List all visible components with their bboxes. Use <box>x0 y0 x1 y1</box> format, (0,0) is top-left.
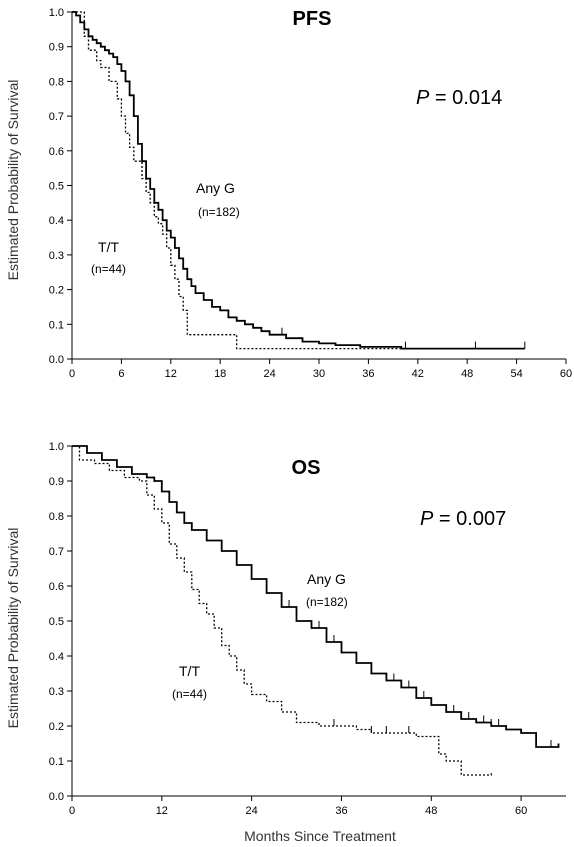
pfs-any-g-n: (n=182) <box>198 205 240 219</box>
os-curves <box>72 445 560 776</box>
pfs-x-tick-label: 54 <box>510 368 522 380</box>
pfs-x-tick-label: 36 <box>362 368 374 380</box>
os-tt-n: (n=44) <box>172 687 207 701</box>
os-x-axis-label: Months Since Treatment <box>244 828 396 844</box>
os-x-tick-label: 60 <box>515 805 527 817</box>
os-title: OS <box>292 457 321 479</box>
os-any-g-n: (n=182) <box>306 595 348 609</box>
pfs-any-g-label: Any G <box>196 180 235 196</box>
os-y-tick-label: 0.1 <box>49 756 64 768</box>
os-p-value: P = 0.007 <box>420 508 506 530</box>
os-x-tick-label: 0 <box>69 805 75 817</box>
os-tt-label: T/T <box>179 663 200 679</box>
pfs-y-tick-label: 0.5 <box>49 181 64 193</box>
os-y-tick-label: 0.0 <box>49 791 64 803</box>
pfs-curves <box>72 11 526 350</box>
pfs-x-tick-label: 60 <box>560 368 572 380</box>
os-y-tick-label: 0.2 <box>49 721 64 733</box>
pfs-y-tick-label: 0.0 <box>49 354 64 366</box>
pfs-y-tick-label: 0.9 <box>49 42 64 54</box>
os-y-axis-label: Estimated Probability of Survival <box>5 528 21 729</box>
os-y-tick-label: 1.0 <box>49 441 64 453</box>
pfs-y-ticks: 0.0 0.1 0.2 0.3 0.4 0.5 0.6 0.7 0.8 0.9 1.0 <box>49 7 72 366</box>
pfs-y-tick-label: 0.4 <box>49 215 64 227</box>
pfs-x-tick-label: 12 <box>165 368 177 380</box>
pfs-x-tick-label: 0 <box>69 368 75 380</box>
os-y-tick-label: 0.5 <box>49 616 64 628</box>
os-y-tick-label: 0.4 <box>49 651 64 663</box>
pfs-x-tick-label: 18 <box>214 368 226 380</box>
os-p-value-number: 0.007 <box>456 508 506 530</box>
os-panel: OS P = 0.007 Estimated Probability of Su… <box>5 441 566 844</box>
os-y-tick-label: 0.3 <box>49 686 64 698</box>
pfs-y-tick-label: 1.0 <box>49 7 64 19</box>
pfs-x-tick-label: 6 <box>118 368 124 380</box>
pfs-x-tick-label: 42 <box>412 368 424 380</box>
pfs-tt-n: (n=44) <box>91 262 126 276</box>
pfs-p-value-number: 0.014 <box>452 87 502 109</box>
pfs-y-tick-label: 0.6 <box>49 146 64 158</box>
pfs-any-g-curve <box>72 11 525 350</box>
pfs-y-tick-label: 0.1 <box>49 319 64 331</box>
pfs-y-tick-label: 0.2 <box>49 285 64 297</box>
os-t-t-curve <box>72 445 492 776</box>
pfs-y-tick-label: 0.7 <box>49 111 64 123</box>
os-any-g-label: Any G <box>307 571 346 587</box>
os-x-tick-label: 48 <box>425 805 437 817</box>
pfs-t-t-curve <box>72 11 410 350</box>
os-x-ticks: 0 12 24 36 48 60 <box>69 796 527 817</box>
os-x-tick-label: 36 <box>335 805 347 817</box>
pfs-y-tick-label: 0.3 <box>49 250 64 262</box>
os-y-tick-label: 0.8 <box>49 511 64 523</box>
pfs-y-axis-label: Estimated Probability of Survival <box>5 80 21 281</box>
pfs-x-tick-label: 30 <box>313 368 325 380</box>
pfs-x-ticks: 0 6 12 18 24 30 36 42 48 54 60 <box>69 359 572 380</box>
pfs-x-tick-label: 24 <box>263 368 275 380</box>
os-y-tick-label: 0.7 <box>49 546 64 558</box>
os-y-tick-label: 0.6 <box>49 581 64 593</box>
os-y-tick-label: 0.9 <box>49 476 64 488</box>
pfs-title: PFS <box>293 8 332 30</box>
os-x-tick-label: 12 <box>156 805 168 817</box>
pfs-x-tick-label: 48 <box>461 368 473 380</box>
os-y-ticks: 0.0 0.1 0.2 0.3 0.4 0.5 0.6 0.7 0.8 0.9 1.0 <box>49 441 72 803</box>
pfs-panel: PFS P = 0.014 Estimated Probability of S… <box>5 7 572 380</box>
pfs-tt-label: T/T <box>98 239 119 255</box>
pfs-y-tick-label: 0.8 <box>49 76 64 88</box>
os-x-tick-label: 24 <box>246 805 258 817</box>
os-any-g-curve <box>72 445 560 748</box>
pfs-p-value: P = 0.014 <box>416 87 502 109</box>
